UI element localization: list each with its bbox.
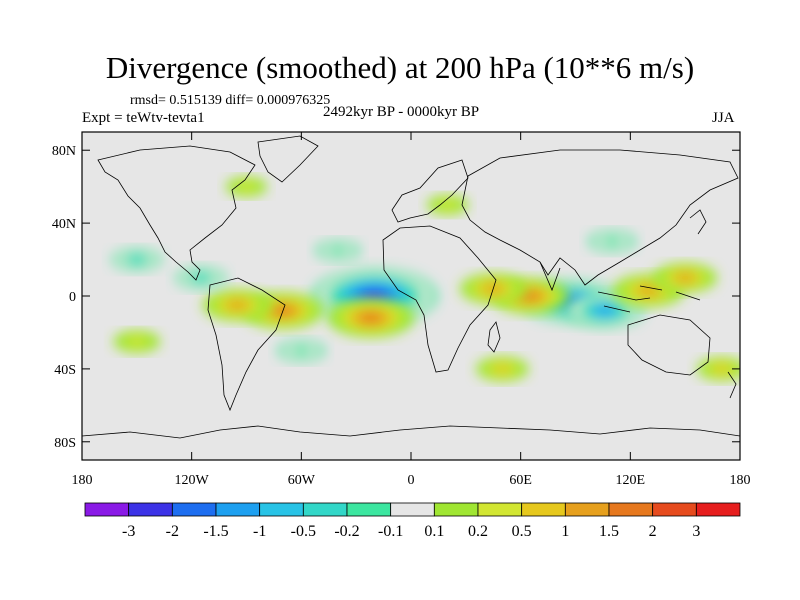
field-feature xyxy=(327,298,414,338)
coast-india xyxy=(539,261,561,292)
colorbar-swatch xyxy=(477,502,523,517)
field-feature xyxy=(696,356,740,381)
field-feature xyxy=(113,330,161,353)
field-feature xyxy=(225,176,268,197)
colorbar-swatch xyxy=(433,502,479,517)
coast-europe xyxy=(391,159,469,223)
colorbar-label: -0.1 xyxy=(378,523,403,540)
field-contour xyxy=(227,300,247,310)
colorbar-label: 0.1 xyxy=(424,523,444,540)
coast-japan xyxy=(689,209,707,235)
field-contour xyxy=(128,255,146,264)
latitude-axis: 80N 40N 0 40S 80S xyxy=(52,144,740,451)
coast-north-america xyxy=(97,145,256,281)
lon-tick-label: 120W xyxy=(175,473,210,488)
colorbar-label: -1 xyxy=(253,523,266,540)
field-contour xyxy=(595,306,614,315)
experiment-label: Expt = teWtv-tevta1 xyxy=(82,110,205,126)
colorbar-label: 1.5 xyxy=(599,523,619,540)
colorbar-label: 0.5 xyxy=(512,523,532,540)
field-feature xyxy=(175,265,226,290)
colorbar-swatch xyxy=(215,502,261,517)
lat-tick-label: 80N xyxy=(52,144,76,159)
field-feature xyxy=(277,339,325,363)
colorbar-swatch xyxy=(521,502,566,517)
colorbar-swatch xyxy=(608,502,654,517)
colorbar-label: -3 xyxy=(122,523,135,540)
divergence-field xyxy=(111,176,740,382)
colorbar-label: -2 xyxy=(166,523,179,540)
field-contour xyxy=(676,273,694,282)
lon-tick-label: 180 xyxy=(72,473,93,488)
colorbar-swatch xyxy=(346,502,392,517)
colorbar-swatch xyxy=(564,502,610,517)
lon-tick-label: 180 xyxy=(730,473,751,488)
field-contour xyxy=(126,336,147,347)
colorbar-swatch xyxy=(259,502,304,517)
colorbar-swatch xyxy=(302,502,348,517)
lon-tick-label: 0 xyxy=(408,473,415,488)
field-feature xyxy=(202,288,273,322)
field-feature xyxy=(475,356,529,382)
coast-new-zealand xyxy=(727,371,737,399)
colorbar-label: 2 xyxy=(649,523,657,540)
field-feature xyxy=(565,292,644,329)
lat-tick-label: 40S xyxy=(54,363,76,378)
field-contour xyxy=(713,364,731,373)
field-contour xyxy=(328,245,348,256)
coast-south-america xyxy=(207,277,286,412)
colorbar-swatch xyxy=(695,502,741,517)
lon-tick-label: 60E xyxy=(509,473,532,488)
coast-madagascar xyxy=(487,321,501,353)
longitude-axis: 180 120W 60W 0 60E 120E 180 xyxy=(72,132,751,488)
colorbar-swatch xyxy=(652,502,697,517)
coast-australia xyxy=(627,314,711,376)
field-contour xyxy=(192,273,210,282)
colorbar-swatch xyxy=(128,502,173,517)
colorbar-swatch xyxy=(84,502,130,517)
rmsd-diff-stats: rmsd= 0.515139 diff= 0.000976325 xyxy=(130,93,331,108)
lat-tick-label: 0 xyxy=(69,290,76,305)
lat-tick-label: 80S xyxy=(54,436,76,451)
field-feature xyxy=(315,239,361,262)
lat-tick-label: 40N xyxy=(52,217,76,232)
period-label: 2492kyr BP - 0000kyr BP xyxy=(323,104,480,120)
coast-africa xyxy=(382,225,497,373)
colorbar: -3 -2 -1.5 -1 -0.5 -0.2 -0.1 0.1 0.2 0.5 1 1.5 2 3 xyxy=(84,502,741,540)
field-contour xyxy=(291,345,312,356)
colorbar-label: -0.2 xyxy=(334,523,359,540)
coastlines xyxy=(82,135,740,439)
colorbar-swatch xyxy=(171,502,217,517)
field-feature xyxy=(588,229,636,253)
colorbar-label: 1 xyxy=(561,523,569,540)
field-contour xyxy=(520,291,539,301)
lon-tick-label: 60W xyxy=(288,473,316,488)
coast-antarctica xyxy=(82,425,740,439)
lon-tick-label: 120E xyxy=(616,473,646,488)
colorbar-label: -0.5 xyxy=(291,523,316,540)
field-contour xyxy=(601,236,623,247)
colorbar-label: 3 xyxy=(692,523,700,540)
coast-greenland xyxy=(257,135,319,183)
colorbar-label: -1.5 xyxy=(203,523,228,540)
colorbar-swatch xyxy=(390,502,435,517)
field-contour xyxy=(438,200,457,210)
field-contour xyxy=(237,182,256,192)
coast-asia xyxy=(461,149,739,286)
field-contour xyxy=(360,313,381,323)
coast-indonesia xyxy=(597,285,701,313)
field-feature xyxy=(111,247,162,272)
colorbar-label: 0.2 xyxy=(468,523,488,540)
field-feature xyxy=(653,262,718,293)
field-contour xyxy=(493,364,512,374)
plot-title: Divergence (smoothed) at 200 hPa (10**6 … xyxy=(105,50,695,85)
season-label: JJA xyxy=(712,110,735,126)
